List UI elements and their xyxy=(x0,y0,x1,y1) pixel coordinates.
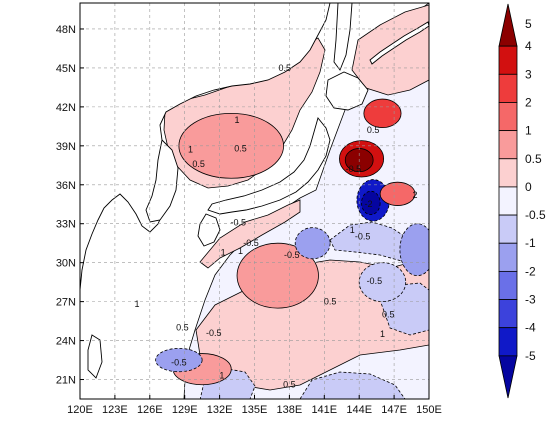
contour-label: -2 xyxy=(364,199,372,209)
colorbar-swatch xyxy=(498,45,518,75)
contour-label: 0.5 xyxy=(367,125,380,135)
longitude-tick-label: 144E xyxy=(346,404,372,416)
land-masses xyxy=(80,3,429,379)
land-korea xyxy=(145,139,179,223)
contour-label: 0.5 xyxy=(234,143,247,153)
negative-anomaly-south xyxy=(299,371,406,399)
latitude-tick-label: 33N xyxy=(56,219,76,231)
land-sakhalin xyxy=(333,3,353,71)
land-kuril-islands xyxy=(369,21,429,65)
contour-label: -0.5 xyxy=(284,250,300,260)
contour-label: 0.5 xyxy=(278,63,291,73)
colorbar-label: 2 xyxy=(525,95,532,109)
colorbar-label: 0.5 xyxy=(525,152,542,166)
longitude-tick-label: 132E xyxy=(207,404,233,416)
contour-label: 1 xyxy=(219,371,224,381)
latitude-axis: 21N 24N 27N 30N 33N 36N 39N 42N 45N 48N xyxy=(56,24,84,387)
contour-label: 1 xyxy=(188,145,193,155)
colorbar-label: 0 xyxy=(525,180,532,194)
longitude-tick-label: 138E xyxy=(277,404,303,416)
longitude-tick-label: 129E xyxy=(172,404,198,416)
colorbar-swatch xyxy=(498,299,518,329)
contour-label: 1 xyxy=(134,299,139,309)
colorbar: 5 4 3 2 1 0.5 0 -0.5 -1 -2 -3 -4 -5 xyxy=(498,3,546,399)
land-japan-hokkaido xyxy=(325,71,369,111)
colorbar-label: -2 xyxy=(525,264,536,278)
contour-label: -0.5 xyxy=(346,164,362,174)
anomaly-core xyxy=(155,347,203,373)
colorbar-cap-top xyxy=(498,3,518,47)
colorbar-swatch xyxy=(498,73,518,103)
contour-label: 1 xyxy=(235,115,240,125)
latitude-tick-label: 21N xyxy=(56,375,76,387)
contour-label: -0.5 xyxy=(367,276,383,286)
latitude-tick-label: 39N xyxy=(56,141,76,153)
colorbar-label: -5 xyxy=(525,349,536,363)
contour-label: 0.5 xyxy=(324,297,337,307)
colorbar-label: 4 xyxy=(525,39,532,53)
colorbar-swatch xyxy=(498,242,518,272)
longitude-tick-label: 147E xyxy=(381,404,407,416)
anomaly-core xyxy=(363,98,402,129)
colorbar-swatch xyxy=(498,102,518,132)
contour-label: -0.5 xyxy=(230,217,246,227)
longitude-tick-label: 123E xyxy=(102,404,128,416)
land-taiwan xyxy=(87,334,103,379)
latitude-tick-label: 27N xyxy=(56,297,76,309)
longitude-tick-label: 135E xyxy=(242,404,268,416)
longitude-axis: 120E 123E 126E 129E 132E 135E 138E 141E 144E 147E… xyxy=(67,395,442,416)
colorbar-swatch xyxy=(498,214,518,244)
anomaly-core xyxy=(361,190,381,216)
contour-label: 1 xyxy=(380,329,385,339)
anomaly-core xyxy=(379,181,416,206)
contour-label: 2 xyxy=(413,190,418,200)
contour-label: -0.5 xyxy=(171,358,187,368)
contour-label: 0.5 xyxy=(283,380,296,390)
map-panel: 0.510.50.510.5-0.5-212-0.5-0.5-0.51 -0.51… xyxy=(56,2,442,416)
contour-label: 1 xyxy=(221,247,226,257)
colorbar-swatch xyxy=(498,186,518,216)
contour-label: 0.5 xyxy=(176,323,189,333)
colorbar-swatch xyxy=(498,327,518,357)
colorbar-label: -3 xyxy=(525,293,536,307)
colorbar-label: -0.5 xyxy=(525,208,546,222)
contour-label: -0.5 xyxy=(206,328,222,338)
contour-label: -0.5 xyxy=(355,232,371,242)
anomaly-core xyxy=(294,227,331,260)
latitude-tick-label: 48N xyxy=(56,24,76,36)
latitude-tick-label: 45N xyxy=(56,63,76,75)
longitude-tick-label: 126E xyxy=(137,404,163,416)
anomaly-core xyxy=(399,223,429,277)
contour-label: 1 xyxy=(350,225,355,235)
positive-anomaly-band-north xyxy=(199,199,301,269)
contour-label: 0.5 xyxy=(192,159,205,169)
anomaly-core xyxy=(236,242,319,309)
colorbar-label: 5 xyxy=(525,17,532,31)
colorbar-swatch xyxy=(498,270,518,300)
latitude-tick-label: 36N xyxy=(56,180,76,192)
contour-label: 0.5 xyxy=(382,310,395,320)
colorbar-label: -1 xyxy=(525,236,536,250)
colorbar-swatch xyxy=(498,130,518,160)
contour-label: 1 xyxy=(238,246,243,256)
colorbar-label: 3 xyxy=(525,67,532,81)
colorbar-cap-bottom xyxy=(498,355,518,399)
longitude-tick-label: 120E xyxy=(67,404,93,416)
land-japan-honshu xyxy=(207,117,331,215)
latitude-tick-label: 42N xyxy=(56,102,76,114)
longitude-tick-label: 150E xyxy=(416,404,442,416)
contour-labels: 0.510.50.510.5-0.5-212-0.5-0.5-0.51 -0.51… xyxy=(134,63,417,390)
gridlines xyxy=(80,3,429,399)
longitude-tick-label: 141E xyxy=(311,404,337,416)
latitude-tick-label: 30N xyxy=(56,258,76,270)
colorbar-label: -4 xyxy=(525,321,536,335)
land-japan-kyushu xyxy=(197,213,221,247)
contour-label: -0.5 xyxy=(243,238,259,248)
colorbar-label: 1 xyxy=(525,124,532,138)
colorbar-swatch xyxy=(498,158,518,188)
latitude-tick-label: 24N xyxy=(56,336,76,348)
anomaly-cores xyxy=(155,98,429,386)
